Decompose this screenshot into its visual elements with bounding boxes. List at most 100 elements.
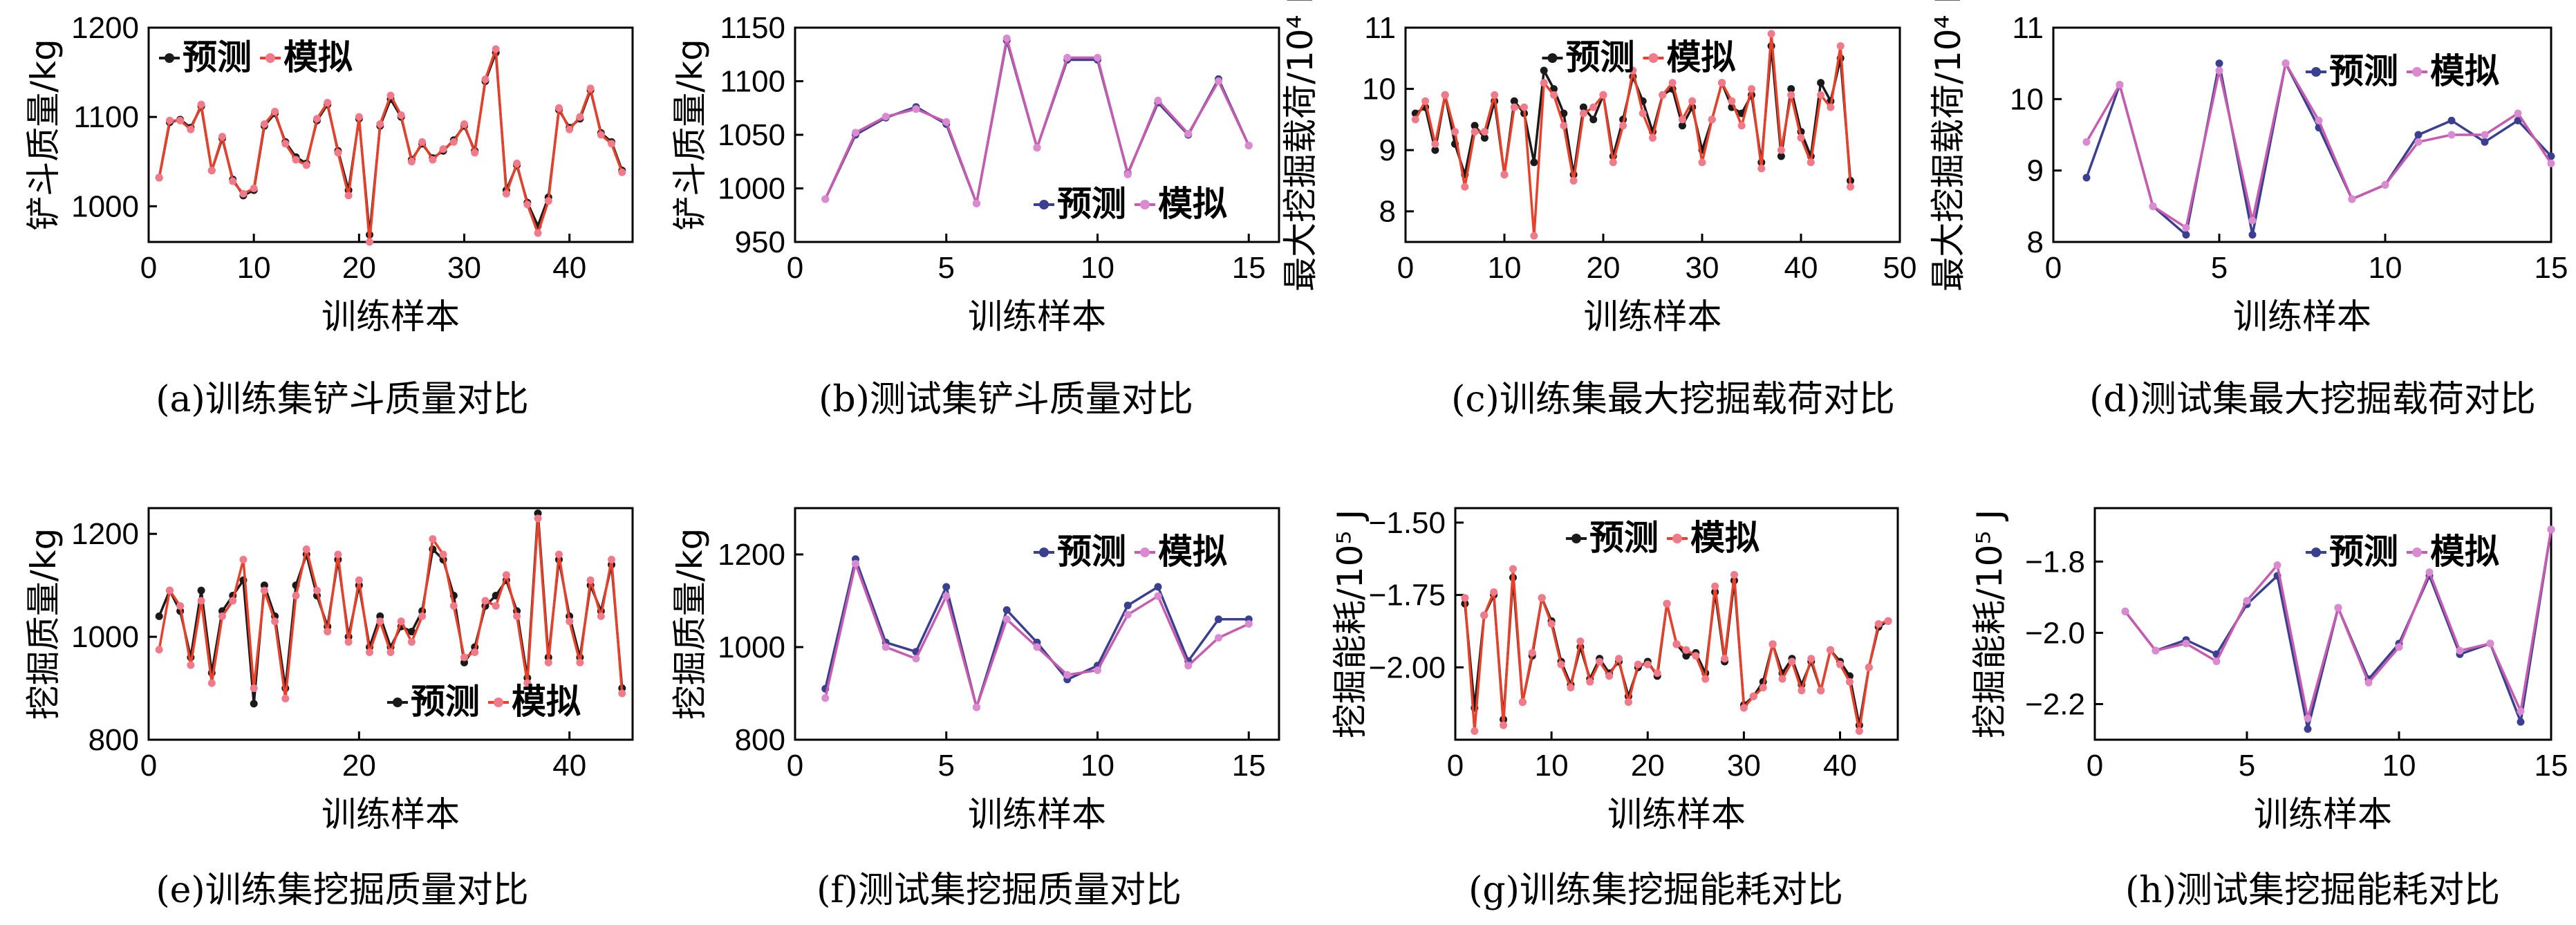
legend-swatch-marker [1672,534,1682,543]
y-tick-label: 9 [2027,154,2044,188]
legend: 预测 模拟 [2306,51,2499,91]
data-point-1 [1480,611,1488,619]
data-point-1 [481,75,489,84]
data-point-1 [1123,170,1132,178]
data-point-1 [1865,663,1873,671]
data-point-1 [1421,97,1430,105]
series-line-0 [1464,576,1889,727]
y-tick-label: −2.2 [2025,687,2085,721]
x-axis-title: 训练样本 [2233,297,2371,337]
data-point-0 [1002,606,1011,614]
data-point-1 [513,612,521,620]
data-point-1 [554,550,563,559]
x-tick-label: 20 [342,749,376,783]
data-point-1 [881,643,890,651]
chart-panel-g: 0 10 20 30 40 −2.00 −1.75 −1.50 训练样本 挖掘能耗/10⁵ J 预测… [1330,506,1899,911]
x-tick-label: 10 [1535,749,1569,783]
data-point-1 [576,113,584,121]
data-point-1 [2273,561,2281,569]
data-point-1 [852,129,859,137]
data-point-1 [407,158,416,166]
data-point-1 [1668,79,1677,87]
data-point-1 [1708,115,1716,124]
data-point-1 [239,555,248,563]
data-point-1 [2082,138,2091,146]
data-point-1 [355,113,363,121]
x-tick-label: 0 [1397,251,1414,285]
plot-frame [1404,26,1901,243]
y-axis-title: 挖掘质量/kg [670,528,710,720]
legend-swatch-marker [1547,53,1558,63]
legend-swatch-marker [2412,67,2422,77]
y-axis-title: 挖掘能耗/10⁵ J [1330,510,1370,738]
data-point-1 [1547,620,1556,628]
x-tick-label: 30 [1686,251,1719,285]
data-point-1 [1520,103,1529,111]
data-point-1 [608,140,616,148]
legend-swatch-marker [2311,67,2321,77]
data-point-1 [1244,142,1253,149]
data-point-1 [481,597,489,605]
data-point-1 [1718,79,1726,87]
x-tick-label: 20 [1587,251,1621,285]
x-tick-label: 5 [938,251,955,285]
data-point-1 [1215,77,1222,85]
data-point-1 [544,658,552,666]
data-point-1 [176,601,185,610]
data-point-0 [1480,133,1488,142]
legend: 预测 模拟 [1542,37,1736,77]
data-point-1 [1557,660,1565,669]
data-point-1 [502,189,510,198]
y-tick-label: −1.8 [2025,545,2085,579]
data-point-1 [1605,672,1614,680]
data-point-1 [366,648,374,656]
y-tick-label: −2.00 [1369,651,1446,684]
data-point-1 [1184,129,1193,138]
data-point-1 [1768,640,1777,648]
plot-frame [1454,507,1899,741]
legend: 预测 模拟 [1034,184,1227,224]
data-point-1 [1778,675,1786,683]
data-point-1 [821,694,830,702]
y-tick-label: 1100 [73,100,139,134]
data-point-1 [1817,91,1825,99]
x-tick-label: 40 [1823,749,1857,783]
data-point-1 [1589,103,1598,111]
legend: 预测 模拟 [159,37,353,77]
data-point-1 [218,133,227,141]
data-point-1 [471,149,479,157]
data-point-1 [1215,634,1222,642]
legend-swatch-marker [165,53,174,63]
legend-label: 预测 [1566,37,1635,77]
y-tick-label: 950 [735,225,785,259]
series-line-0 [824,557,1249,709]
data-point-1 [1599,91,1607,99]
x-tick-label: 10 [1081,749,1114,783]
data-point-1 [534,514,542,523]
data-point-1 [492,45,500,53]
data-point-1 [271,107,279,115]
x-tick-label: 10 [1488,251,1522,285]
legend: 预测 模拟 [387,682,581,722]
y-axis-title: 挖掘质量/kg [24,528,64,720]
y-tick-label: 11 [1364,11,1396,45]
data-point-1 [271,617,279,626]
data-point-1 [344,191,353,200]
data-point-1 [502,571,510,579]
data-point-1 [1629,66,1637,75]
data-point-0 [197,586,205,595]
data-point-1 [1692,652,1700,660]
data-point-1 [2248,216,2257,225]
x-axis-title: 训练样本 [968,297,1106,337]
data-point-1 [2149,202,2157,210]
data-point-1 [1759,684,1767,692]
panel-caption: (h)测试集挖掘能耗对比 [2125,870,2500,911]
x-tick-label: 5 [2211,251,2228,285]
data-point-1 [302,545,310,554]
x-tick-label: 0 [2087,749,2103,783]
data-point-0 [1154,583,1162,591]
data-point-1 [229,177,237,185]
series-line-1 [158,48,624,243]
data-point-1 [1510,103,1518,111]
plot-frame [2052,26,2552,243]
